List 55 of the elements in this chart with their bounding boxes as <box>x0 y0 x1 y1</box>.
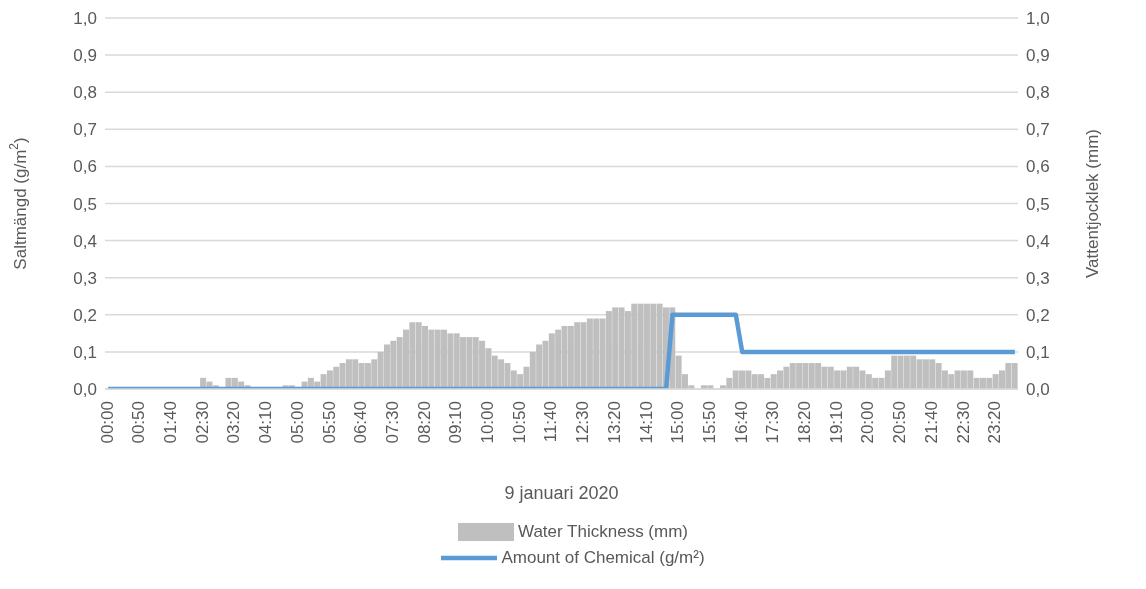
y-tick-label: 0,2 <box>73 305 97 325</box>
x-tick-label: 23:20 <box>985 401 1005 444</box>
x-tick-label: 00:00 <box>97 401 117 444</box>
y2-tick-label: 0,4 <box>1026 231 1050 251</box>
y-tick-label: 0,8 <box>73 83 97 103</box>
x-tick-label: 10:50 <box>509 401 529 444</box>
x-tick-label: 10:00 <box>478 401 498 444</box>
x-tick-label: 22:30 <box>953 401 973 444</box>
y-tick-label: 0,3 <box>73 268 97 288</box>
x-tick-label: 17:30 <box>763 401 783 444</box>
x-tick-label: 15:00 <box>668 401 688 444</box>
x-tick-label: 15:50 <box>699 401 719 444</box>
x-tick-label: 07:30 <box>382 401 402 444</box>
x-tick-label: 04:10 <box>256 401 276 444</box>
legend-label: Amount of Chemical (g/m²) <box>501 548 705 568</box>
x-tick-label: 12:30 <box>573 401 593 444</box>
y2-tick-label: 0,5 <box>1026 194 1050 214</box>
y-tick-label: 0,1 <box>73 342 97 362</box>
y-tick-label: 1,0 <box>73 9 97 29</box>
y2-tick-label: 0,2 <box>1026 305 1050 325</box>
y-tick-label: 0,9 <box>73 46 97 66</box>
x-axis-title: 9 januari 2020 <box>504 483 619 503</box>
y-tick-label: 0,0 <box>73 380 97 400</box>
x-tick-label: 21:40 <box>921 401 941 444</box>
x-tick-label: 01:40 <box>161 401 181 444</box>
y2-tick-label: 1,0 <box>1026 9 1050 29</box>
y-tick-label: 0,6 <box>73 157 97 177</box>
x-tick-label: 08:20 <box>414 401 434 444</box>
x-tick-label: 16:40 <box>731 401 751 444</box>
y2-tick-label: 0,8 <box>1026 83 1050 103</box>
y2-axis-title: Vattentjocklek (mm) <box>1083 129 1103 278</box>
x-tick-label: 05:50 <box>319 401 339 444</box>
x-tick-label: 14:10 <box>636 401 656 444</box>
y2-tick-label: 0,9 <box>1026 46 1050 66</box>
x-tick-label: 05:00 <box>287 401 307 444</box>
y2-tick-label: 0,1 <box>1026 342 1050 362</box>
x-tick-label: 02:30 <box>192 401 212 444</box>
x-tick-label: 00:50 <box>129 401 149 444</box>
x-tick-label: 18:20 <box>795 401 815 444</box>
y-tick-label: 0,4 <box>73 231 97 251</box>
y-tick-label: 0,5 <box>73 194 97 214</box>
y-tick-label: 0,7 <box>73 120 97 140</box>
x-tick-label: 13:20 <box>604 401 624 444</box>
x-tick-label: 09:10 <box>446 401 466 444</box>
y2-tick-label: 0,0 <box>1026 380 1050 400</box>
legend-label: Water Thickness (mm) <box>517 522 689 542</box>
y2-tick-label: 0,7 <box>1026 120 1050 140</box>
x-tick-label: 19:10 <box>826 401 846 444</box>
x-tick-label: 11:40 <box>541 401 561 443</box>
y2-tick-label: 0,3 <box>1026 268 1050 288</box>
x-tick-label: 20:50 <box>890 401 910 444</box>
x-tick-label: 03:20 <box>224 401 244 444</box>
x-tick-label: 20:00 <box>858 401 878 444</box>
x-tick-label: 06:40 <box>351 401 371 444</box>
y2-tick-label: 0,6 <box>1026 157 1050 177</box>
